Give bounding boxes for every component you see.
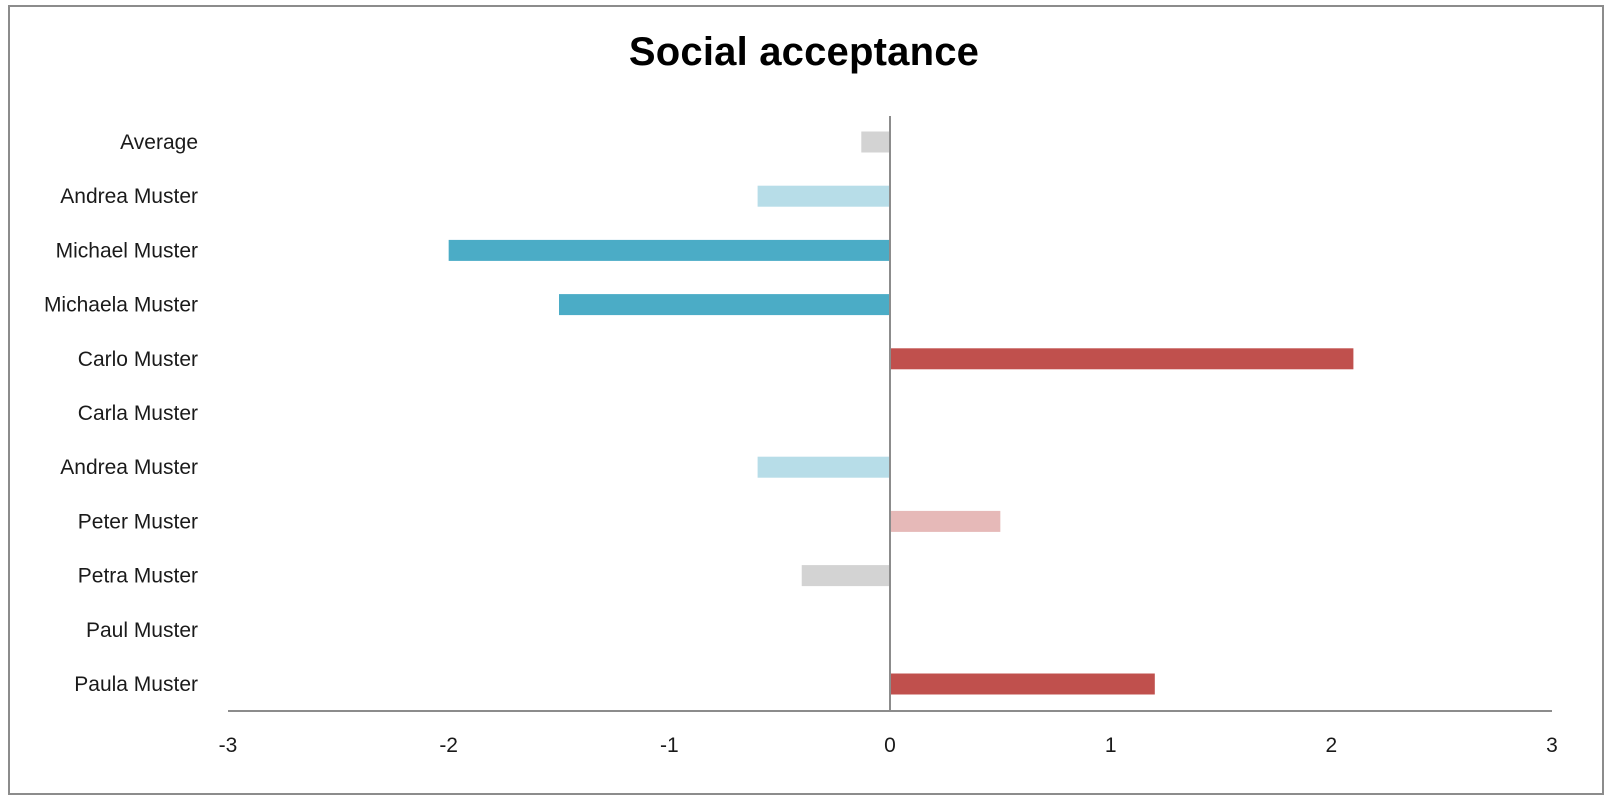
category-label: Andrea Muster [60,185,198,208]
x-tick-label: -1 [660,734,679,757]
x-tick-label: 1 [1105,734,1117,757]
bar [448,239,890,261]
x-tick-label: 0 [884,734,896,757]
x-tick-label: -2 [439,734,458,757]
x-tick-label: 3 [1546,734,1558,757]
bar [890,348,1354,370]
category-label: Michaela Muster [44,294,198,317]
bar [890,510,1001,532]
bar [757,185,890,207]
category-label: Petra Muster [78,565,198,588]
category-label: Paul Muster [86,619,198,642]
x-tick-labels: -3 -2 -1 0 1 2 3 [219,734,1558,757]
category-label: Carlo Muster [78,348,198,371]
category-label: Average [120,131,198,154]
chart-frame [8,5,1604,795]
bar [861,131,890,153]
x-tick-label: -3 [219,734,238,757]
chart-title: Social acceptance [628,30,980,74]
category-label: Andrea Muster [60,456,198,479]
category-labels: Average Andrea Muster Michael Muster Michae… [44,131,198,696]
x-tick-label: 2 [1325,734,1337,757]
bar [801,565,890,587]
bar [757,456,890,478]
bar [890,673,1155,695]
axes [228,116,1552,712]
category-label: Michael Muster [56,239,198,262]
category-label: Paula Muster [74,673,198,696]
bars-layer [448,131,1354,695]
category-label: Peter Muster [78,510,198,533]
category-label: Carla Muster [78,402,198,425]
bar [559,294,890,316]
